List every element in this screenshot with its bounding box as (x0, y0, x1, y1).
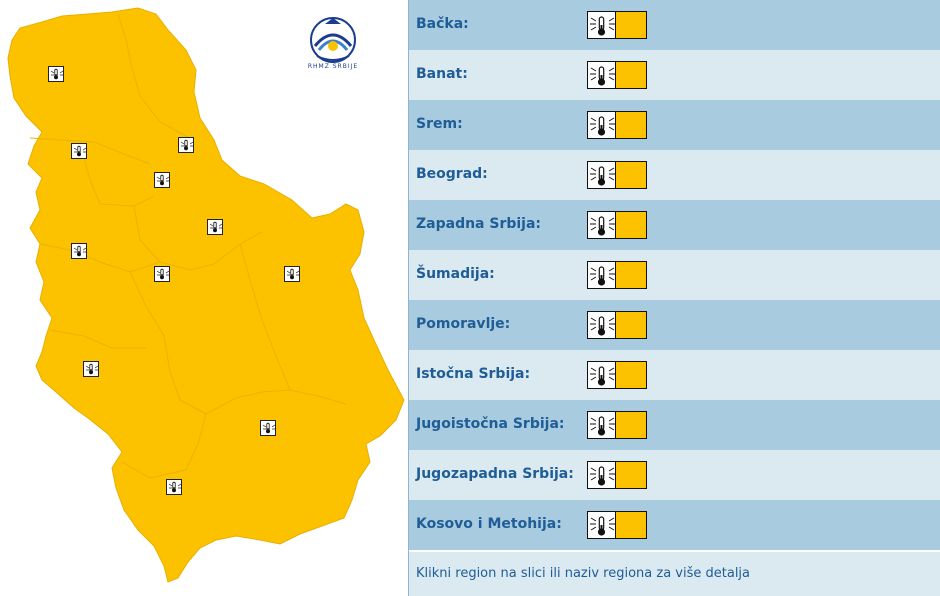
warning-level-swatch (616, 61, 647, 89)
rhmz-logo: RHMZ SRBIJE (303, 16, 363, 74)
map-thermometer-icon-srem[interactable] (71, 143, 87, 159)
warning-level-swatch (616, 311, 647, 339)
region-row-backa[interactable]: Bačka: (409, 0, 940, 50)
map-thermometer-icon-pomoravlje[interactable] (207, 219, 223, 235)
map-thermometer-icon-istocna-srbija[interactable] (284, 266, 300, 282)
region-label[interactable]: Šumadija: (416, 266, 495, 282)
region-label[interactable]: Bačka: (416, 16, 469, 32)
warning-level-swatch (616, 111, 647, 139)
logo-caption: RHMZ SRBIJE (307, 63, 359, 70)
warning-level-swatch (616, 11, 647, 39)
region-row-kosovo-i-metohija[interactable]: Kosovo i Metohija: (409, 500, 940, 550)
hydrometeorological-service-logo (310, 17, 356, 63)
region-row-banat[interactable]: Banat: (409, 50, 940, 100)
warning-level-swatch (616, 211, 647, 239)
region-label[interactable]: Pomoravlje: (416, 316, 511, 332)
region-label[interactable]: Jugozapadna Srbija: (416, 466, 574, 482)
thermometer-icon (587, 311, 616, 339)
thermometer-icon (587, 11, 616, 39)
thermometer-icon (587, 511, 616, 539)
region-row-pomoravlje[interactable]: Pomoravlje: (409, 300, 940, 350)
warning-level-swatch (616, 261, 647, 289)
footer-hint: Klikni region na slici ili naziv regiona… (409, 552, 940, 596)
map-thermometer-icon-kosovo-i-metohija[interactable] (166, 479, 182, 495)
map-thermometer-icon-sumadija[interactable] (154, 266, 170, 282)
region-label[interactable]: Jugoistočna Srbija: (416, 416, 565, 432)
map-thermometer-icon-backa[interactable] (48, 66, 64, 82)
region-borders (29, 13, 347, 479)
warning-level-swatch (616, 511, 647, 539)
thermometer-icon (587, 111, 616, 139)
map-thermometer-icon-banat[interactable] (178, 137, 194, 153)
region-row-sumadija[interactable]: Šumadija: (409, 250, 940, 300)
region-row-jugozapadna-srbija[interactable]: Jugozapadna Srbija: (409, 450, 940, 500)
warning-level-swatch (616, 411, 647, 439)
thermometer-icon (587, 211, 616, 239)
map-thermometer-icon-jugozapadna-srbija[interactable] (83, 361, 99, 377)
map-thermometer-icon-jugoistocna-srbija[interactable] (260, 420, 276, 436)
region-row-zapadna-srbija[interactable]: Zapadna Srbija: (409, 200, 940, 250)
thermometer-icon (587, 461, 616, 489)
warning-level-swatch (616, 461, 647, 489)
map-thermometer-icon-zapadna-srbija[interactable] (71, 243, 87, 259)
thermometer-icon (587, 261, 616, 289)
region-label[interactable]: Beograd: (416, 166, 488, 182)
region-list-panel: Bačka: Banat: Srem: Beograd: Zapadna Srb… (408, 0, 940, 596)
serbia-warning-map: RHMZ SRBIJE (0, 0, 408, 596)
thermometer-icon (587, 161, 616, 189)
warning-level-swatch (616, 161, 647, 189)
map-thermometer-icon-beograd[interactable] (154, 172, 170, 188)
region-label[interactable]: Zapadna Srbija: (416, 216, 542, 232)
region-row-srem[interactable]: Srem: (409, 100, 940, 150)
region-label[interactable]: Istočna Srbija: (416, 366, 531, 382)
region-label[interactable]: Banat: (416, 66, 468, 82)
region-row-jugoistocna-srbija[interactable]: Jugoistočna Srbija: (409, 400, 940, 450)
thermometer-icon (587, 61, 616, 89)
serbia-territory[interactable] (7, 7, 405, 583)
region-label[interactable]: Srem: (416, 116, 463, 132)
region-label[interactable]: Kosovo i Metohija: (416, 516, 562, 532)
serbia-outline (7, 7, 405, 583)
region-row-istocna-srbija[interactable]: Istočna Srbija: (409, 350, 940, 400)
warning-level-swatch (616, 361, 647, 389)
thermometer-icon (587, 361, 616, 389)
thermometer-icon (587, 411, 616, 439)
region-row-beograd[interactable]: Beograd: (409, 150, 940, 200)
footer-hint-text: Klikni region na slici ili naziv regiona… (416, 566, 751, 581)
